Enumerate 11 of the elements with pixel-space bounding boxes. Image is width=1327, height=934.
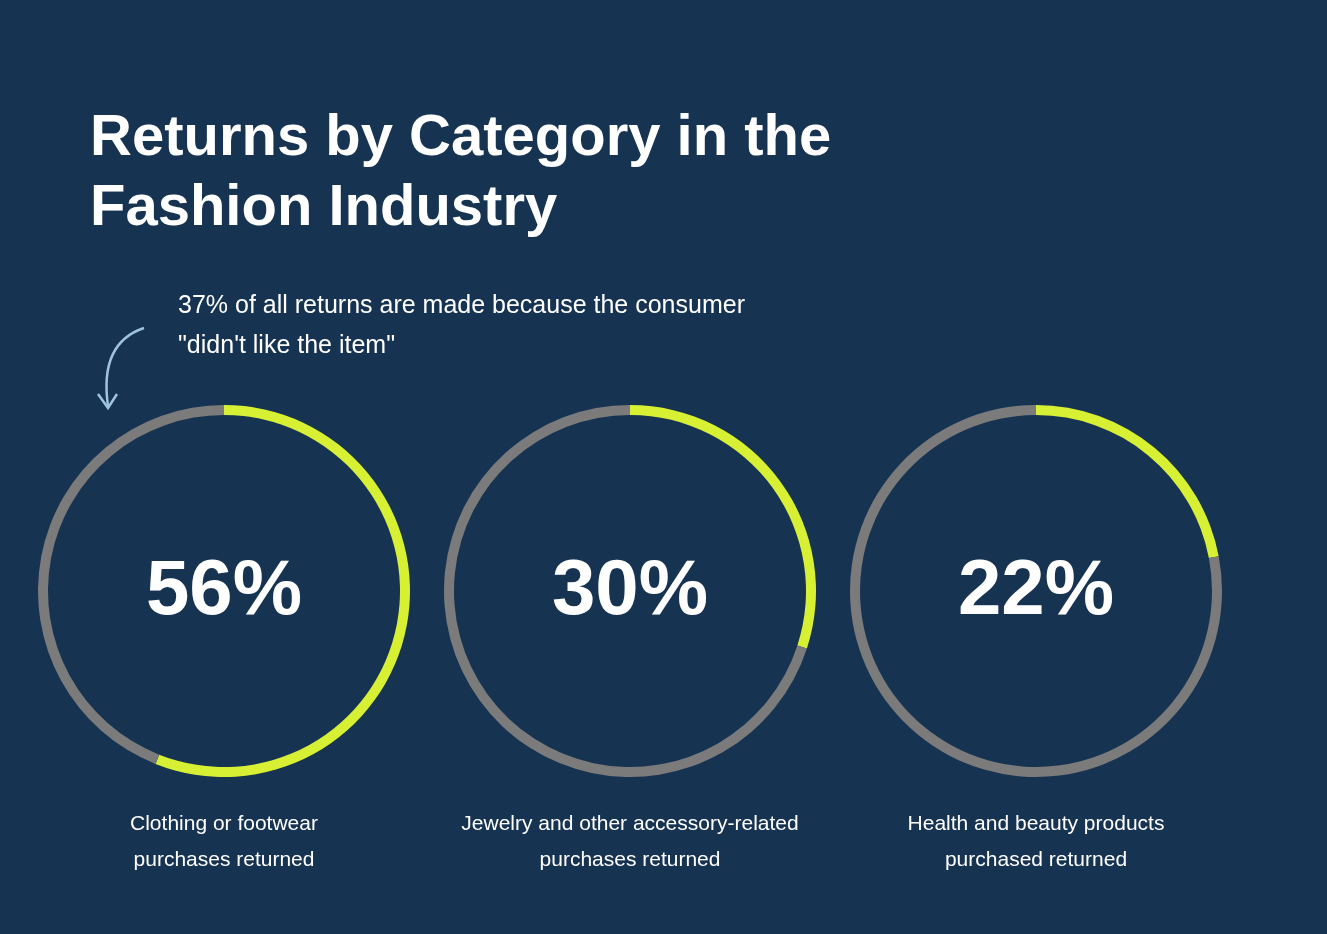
text: Health and beauty products purchased returned [907,811,1165,870]
data-label: 22% [957,543,1115,631]
donut-slice [1036,405,1219,559]
text: 37% of all returns are made because the consumer "didn't like the item" [178,289,746,360]
donut-slice [850,405,1222,777]
text: Returns by Category in the Fashion Industry [90,101,833,239]
data-label: 56% [145,543,303,631]
text: Clothing or footwear purchases returned [130,811,318,870]
text: Jewelry and other accessory-related purchases returned [461,811,799,870]
data-label: 30% [551,543,709,631]
donut-slice [444,405,807,777]
